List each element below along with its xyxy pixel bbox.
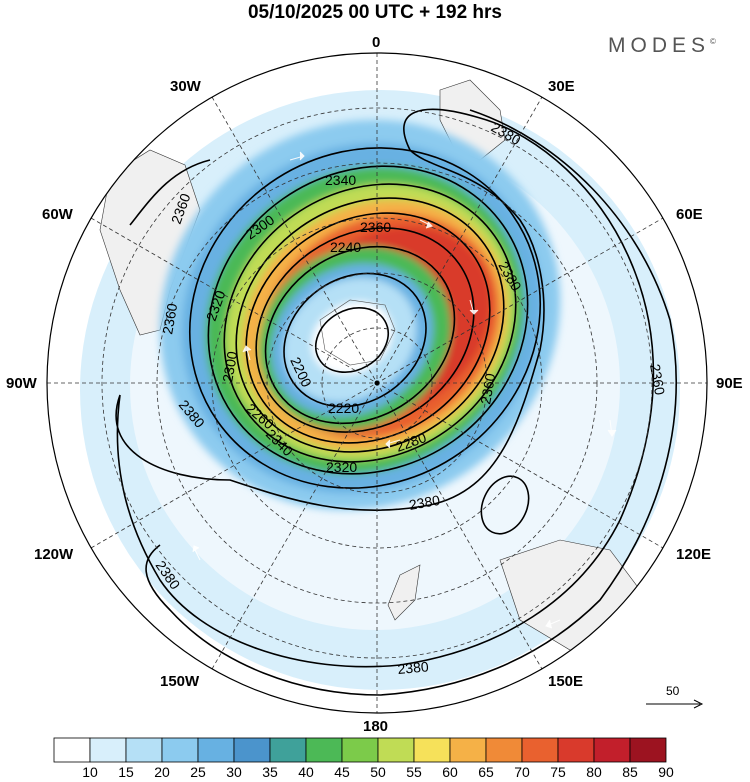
lon-label-30w: 30W bbox=[170, 78, 201, 95]
lon-label-60w: 60W bbox=[42, 206, 73, 223]
modes-logo: MODES© bbox=[608, 34, 716, 58]
colorbar-label: 65 bbox=[478, 764, 494, 780]
lon-label-90w: 90W bbox=[6, 375, 37, 392]
contour-2360 bbox=[188, 147, 542, 489]
colorbar-label: 40 bbox=[298, 764, 314, 780]
colorbar-label: 90 bbox=[658, 764, 674, 780]
colorbar-label: 80 bbox=[586, 764, 602, 780]
vortex-core bbox=[311, 301, 393, 375]
lon-label-90e: 90E bbox=[716, 375, 743, 392]
colorbar-label: 60 bbox=[442, 764, 458, 780]
contour-label: 2320 bbox=[326, 459, 357, 475]
colorbar-label: 75 bbox=[550, 764, 566, 780]
colorbar-label: 30 bbox=[226, 764, 242, 780]
contour-label: 2380 bbox=[397, 658, 430, 677]
colorbar-cell bbox=[197, 737, 235, 763]
colorbar-cell bbox=[53, 737, 91, 763]
contour-2240 bbox=[264, 245, 456, 425]
colorbar-label: 20 bbox=[154, 764, 170, 780]
contour-label: 2340 bbox=[325, 172, 356, 188]
copyright-mark: © bbox=[710, 37, 716, 46]
contour-label: 2380 bbox=[408, 492, 442, 513]
colorbar-cell bbox=[413, 737, 451, 763]
map-border bbox=[46, 52, 708, 714]
lon-label-150w: 150W bbox=[160, 673, 200, 690]
colorbar-label: 70 bbox=[514, 764, 530, 780]
contour-label: 2240 bbox=[330, 239, 361, 255]
colorbar-cell bbox=[161, 737, 199, 763]
colorbar-label: 50 bbox=[370, 764, 386, 780]
reference-vector-head bbox=[693, 699, 704, 709]
contour-2360-west bbox=[129, 159, 211, 226]
colorbar-cell bbox=[269, 737, 307, 763]
contour-label: 2360 bbox=[477, 372, 498, 406]
latitude-circle-4 bbox=[156, 162, 598, 604]
colorbar-cell bbox=[341, 737, 379, 763]
contour-2300 bbox=[235, 197, 505, 453]
colorbar-label: 55 bbox=[406, 764, 422, 780]
new-zealand bbox=[387, 564, 421, 621]
colorbar bbox=[53, 737, 667, 763]
lon-label-120e: 120E bbox=[676, 546, 712, 563]
contour-2380-inner bbox=[115, 108, 655, 668]
latitude-circle-3 bbox=[211, 217, 543, 549]
lon-label-60e: 60E bbox=[676, 206, 703, 223]
lon-label-30e: 30E bbox=[548, 78, 575, 95]
contour-label: 2360 bbox=[360, 219, 391, 235]
lon-label-150e: 150E bbox=[548, 673, 584, 690]
colorbar-cell bbox=[233, 737, 271, 763]
lon-label-180: 180 bbox=[363, 718, 389, 735]
contour-2280 bbox=[245, 212, 491, 444]
colorbar-cell bbox=[521, 737, 559, 763]
wind-arrow bbox=[385, 439, 401, 449]
contour-2380-outer bbox=[145, 109, 677, 696]
antarctica bbox=[319, 299, 396, 366]
colorbar-label: 25 bbox=[190, 764, 206, 780]
colorbar-cell bbox=[305, 737, 343, 763]
wind-arrow bbox=[607, 419, 617, 437]
colorbar-label: 15 bbox=[118, 764, 134, 780]
colorbar-cell bbox=[89, 737, 127, 763]
brand-name: MODES bbox=[608, 34, 711, 57]
reference-vector-label: 50 bbox=[666, 684, 680, 698]
colorbar-cell bbox=[593, 737, 631, 763]
wind-arrow bbox=[192, 545, 201, 561]
map-title: 05/10/2025 00 UTC + 192 hrs bbox=[247, 2, 503, 23]
wind-arrow bbox=[545, 619, 561, 629]
wind-arrow bbox=[419, 219, 433, 229]
contour-label: 2360 bbox=[647, 363, 668, 397]
lon-label-120w: 120W bbox=[34, 546, 74, 563]
colorbar-label: 45 bbox=[334, 764, 350, 780]
contour-label: 2220 bbox=[328, 400, 359, 416]
lon-label-0: 0 bbox=[372, 34, 381, 51]
colorbar-cell bbox=[629, 737, 667, 763]
colorbar-cell bbox=[485, 737, 523, 763]
contour-label: 2300 bbox=[219, 350, 240, 384]
colorbar-cell bbox=[557, 737, 595, 763]
colorbar-cell bbox=[449, 737, 487, 763]
wind-arrow bbox=[242, 345, 252, 361]
contour-2380-closed bbox=[480, 475, 530, 535]
colorbar-label: 85 bbox=[622, 764, 638, 780]
south-pole-marker bbox=[374, 380, 380, 386]
wind-arrow bbox=[469, 299, 479, 315]
contour-2320 bbox=[223, 183, 517, 463]
contour-label: 2360 bbox=[159, 302, 180, 336]
colorbar-label: 10 bbox=[82, 764, 98, 780]
contour-2340 bbox=[207, 165, 529, 475]
colorbar-cell bbox=[377, 737, 415, 763]
colorbar-label: 35 bbox=[262, 764, 278, 780]
colorbar-cell bbox=[125, 737, 163, 763]
wind-arrow bbox=[289, 151, 305, 161]
